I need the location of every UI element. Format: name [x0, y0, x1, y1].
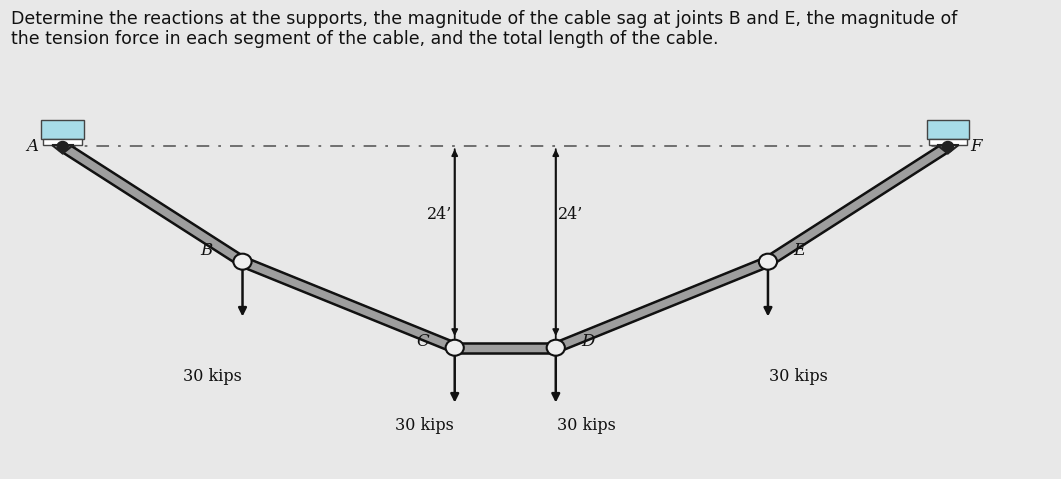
- Text: 30 kips: 30 kips: [769, 368, 828, 386]
- Bar: [44, 139, 82, 146]
- Text: 24’: 24’: [427, 206, 452, 223]
- Text: E: E: [794, 241, 805, 259]
- Polygon shape: [554, 257, 770, 352]
- Circle shape: [546, 340, 564, 356]
- Polygon shape: [240, 257, 457, 352]
- Text: A: A: [27, 138, 38, 155]
- Bar: [926, 120, 969, 139]
- Polygon shape: [59, 142, 246, 266]
- Text: C: C: [417, 333, 430, 350]
- Text: F: F: [970, 138, 981, 155]
- Text: 24’: 24’: [558, 206, 584, 223]
- Circle shape: [942, 141, 954, 151]
- Text: 30 kips: 30 kips: [557, 417, 615, 434]
- Circle shape: [446, 340, 464, 356]
- Circle shape: [759, 254, 777, 270]
- Text: D: D: [581, 333, 594, 350]
- Circle shape: [233, 254, 251, 270]
- Polygon shape: [765, 142, 951, 266]
- Bar: [41, 120, 84, 139]
- Polygon shape: [455, 343, 556, 353]
- Circle shape: [57, 141, 68, 151]
- Text: 30 kips: 30 kips: [182, 368, 242, 386]
- Text: Determine the reactions at the supports, the magnitude of the cable sag at joint: Determine the reactions at the supports,…: [11, 10, 957, 48]
- Text: B: B: [199, 241, 212, 259]
- Text: 30 kips: 30 kips: [395, 417, 454, 434]
- Bar: [928, 139, 967, 146]
